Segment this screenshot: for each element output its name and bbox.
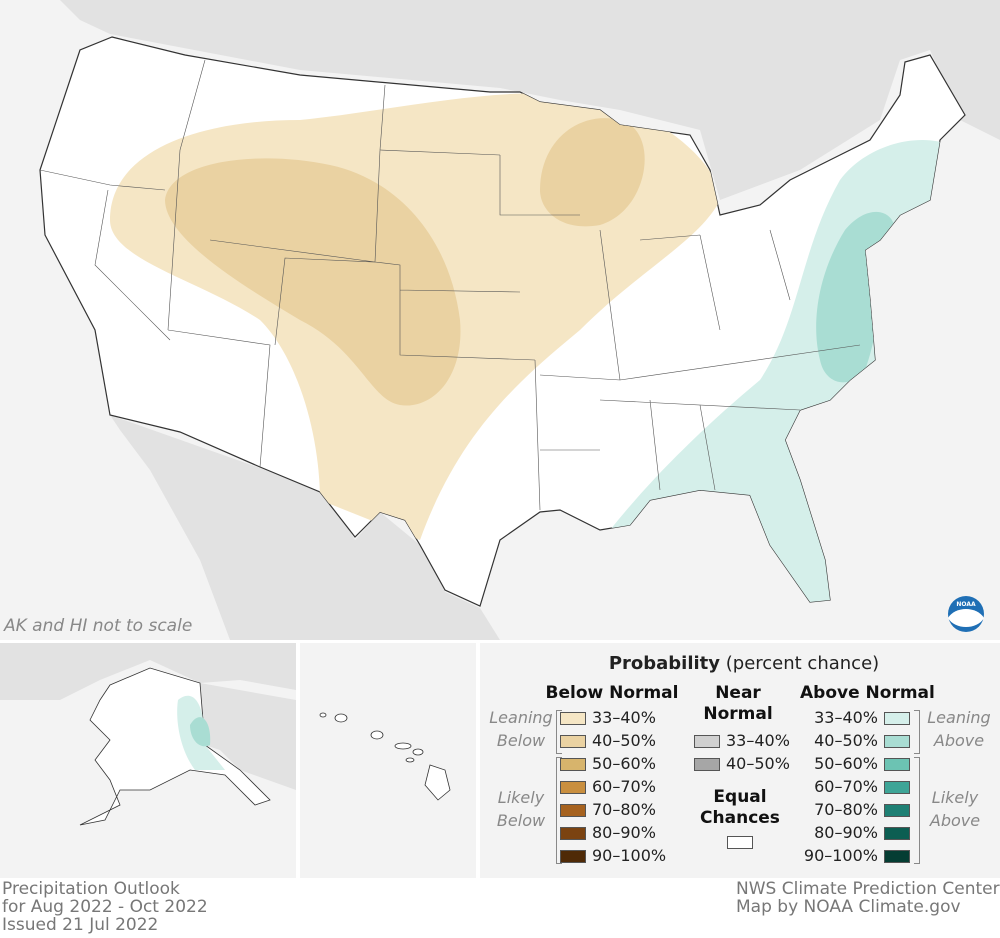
noaa-logo-text: NOAA: [956, 601, 976, 608]
swatch: [560, 781, 586, 794]
legend-label: 40–50%: [814, 731, 878, 750]
bracket: [914, 757, 920, 864]
legend-title-text: Probability: [608, 653, 721, 674]
legend-label: 33–40%: [592, 708, 656, 727]
legend-label: 50–60%: [814, 754, 878, 773]
swatch: [560, 850, 586, 863]
legend-heading: Equal Chances: [700, 787, 780, 828]
legend-label: 40–50%: [726, 754, 790, 773]
swatch: [884, 827, 910, 840]
legend-label: 40–50%: [592, 731, 656, 750]
swatch: [884, 712, 910, 725]
legend-label: 80–90%: [592, 823, 656, 842]
swatch: [884, 850, 910, 863]
state-lines: [39, 59, 861, 511]
hawaii: [319, 712, 451, 801]
bracket: [914, 710, 920, 754]
swatch: [884, 735, 910, 748]
footer-text: Map by NOAA Climate.gov: [736, 897, 961, 917]
footer-text: for Aug 2022 - Oct 2022: [2, 897, 208, 917]
swatch: [727, 836, 753, 849]
footer-right: NWS Climate Prediction Center Map by NOA…: [736, 880, 1000, 916]
legend-label: 50–60%: [592, 754, 656, 773]
legend-label: 33–40%: [814, 708, 878, 727]
footer-text: NWS Climate Prediction Center: [736, 879, 1000, 899]
bracket: [556, 710, 562, 754]
scale-note: AK and HI not to scale: [3, 616, 192, 636]
likely-label: Likely Below: [496, 788, 546, 830]
legend-label: 90–100%: [592, 846, 667, 865]
mexico: [110, 415, 500, 640]
legend-heading: Above Normal: [800, 683, 935, 703]
legend-heading: Near Normal: [703, 683, 773, 724]
noaa-logo-wave: [948, 609, 984, 627]
bracket: [556, 757, 562, 864]
swatch: [694, 735, 720, 748]
below-40-area: [165, 158, 461, 406]
swatch: [560, 804, 586, 817]
below-40-area: [540, 118, 645, 227]
swatch: [884, 804, 910, 817]
alaska: [79, 667, 271, 826]
swatch: [560, 735, 586, 748]
legend-label: 90–100%: [803, 846, 878, 865]
legend-heading: Below Normal: [545, 683, 679, 703]
legend-label: 60–70%: [592, 777, 656, 796]
legend-label: 70–80%: [592, 800, 656, 819]
swatch: [884, 781, 910, 794]
legend-label: 60–70%: [814, 777, 878, 796]
map: AK and HI not to scale NOAA: [0, 0, 1000, 878]
leaning-label: Leaning Above: [927, 708, 991, 750]
likely-label: Likely Above: [929, 788, 981, 830]
swatch: [560, 712, 586, 725]
ak-above-40: [190, 717, 211, 747]
swatch: [884, 758, 910, 771]
hawaii-panel: [300, 643, 476, 878]
canada: [60, 0, 1000, 200]
swatch: [694, 758, 720, 771]
legend-title: Probability (percent chance): [480, 653, 1000, 674]
swatch: [560, 827, 586, 840]
swatch: [560, 758, 586, 771]
ak-surroundings: [0, 643, 296, 700]
footer-text: Issued 21 Jul 2022: [2, 915, 159, 935]
footer-left: Precipitation Outlook for Aug 2022 - Oct…: [2, 880, 208, 934]
legend-title-text: (percent chance): [725, 653, 880, 674]
legend-label: 80–90%: [814, 823, 878, 842]
leaning-label: Leaning Below: [489, 708, 553, 750]
legend-label: 33–40%: [726, 731, 790, 750]
legend-label: 70–80%: [814, 800, 878, 819]
canada-ak: [200, 683, 296, 790]
footer-text: Precipitation Outlook: [2, 879, 180, 899]
